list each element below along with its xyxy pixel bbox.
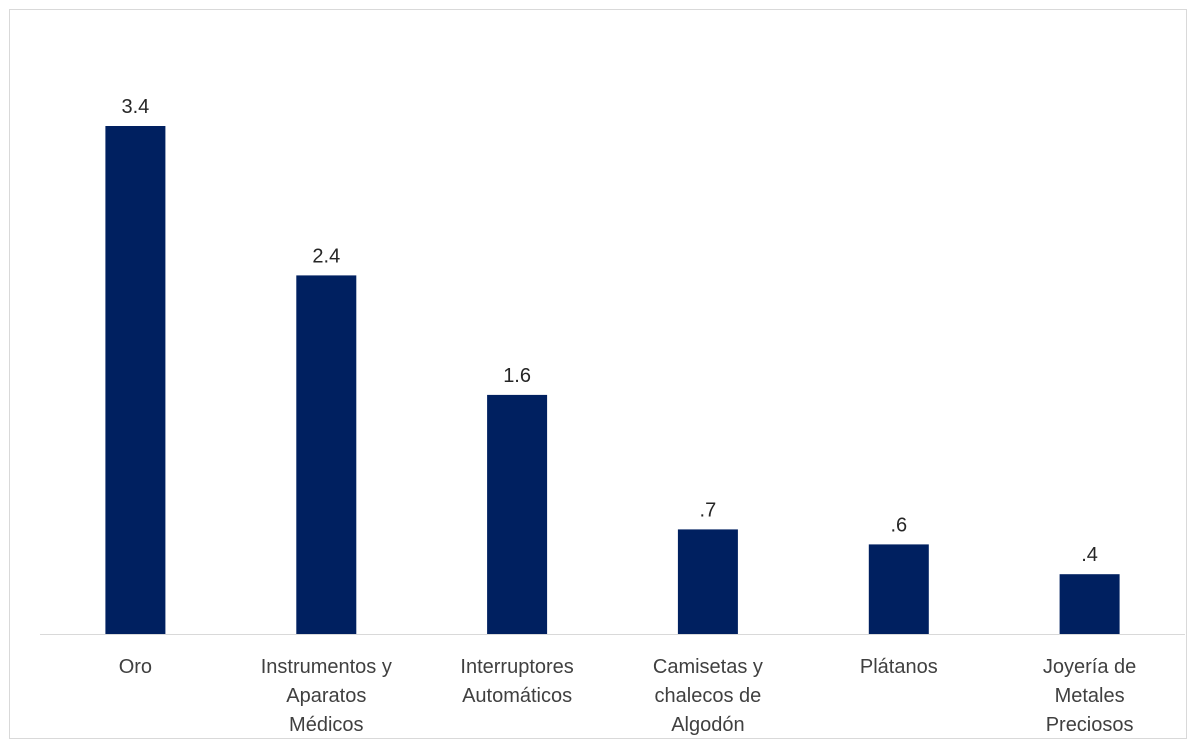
bar-3 (677, 529, 738, 634)
chart-frame (9, 9, 1187, 739)
bar-4 (868, 544, 929, 634)
data-label-1: 2.4 (312, 245, 340, 267)
data-label-2: 1.6 (503, 365, 531, 387)
category-label-4: Plátanos (860, 656, 938, 678)
bar-2 (487, 394, 548, 634)
data-label-5: .4 (1081, 544, 1098, 566)
category-label-2: Interruptores Automáticos (460, 656, 573, 707)
category-label-1: Instrumentos y Aparatos Médicos (261, 656, 392, 736)
bar-1 (296, 275, 357, 634)
data-label-3: .7 (700, 499, 717, 521)
category-label-5: Joyería de Metales Preciosos (1043, 656, 1136, 736)
bar-5 (1059, 574, 1120, 634)
category-label-0: Oro (119, 656, 152, 678)
bar-0 (105, 126, 166, 634)
category-label-3: Camisetas y chalecos de Algodón (653, 656, 763, 736)
data-label-4: .6 (890, 514, 907, 536)
data-label-0: 3.4 (121, 96, 149, 118)
